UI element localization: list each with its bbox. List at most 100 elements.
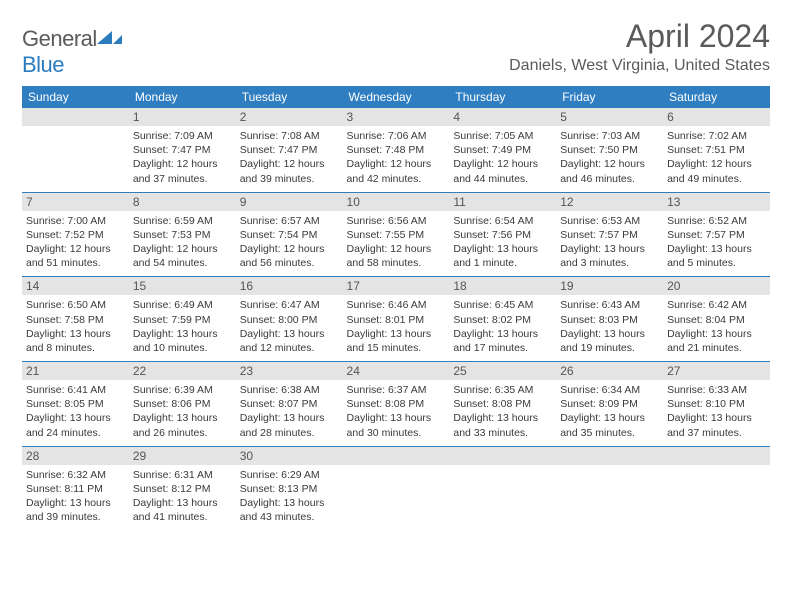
day-header: Wednesday [343, 86, 450, 108]
day-header: Sunday [22, 86, 129, 108]
date-number: 1 [129, 108, 236, 126]
date-number: 9 [236, 193, 343, 211]
sun-info: Sunrise: 7:05 AMSunset: 7:49 PMDaylight:… [453, 129, 552, 186]
day-cell: 26 Sunrise: 6:34 AMSunset: 8:09 PMDayligh… [556, 362, 663, 446]
day-cell: 6 Sunrise: 7:02 AMSunset: 7:51 PMDaylight… [663, 108, 770, 192]
date-number: 26 [556, 362, 663, 380]
logo: GeneralBlue [22, 26, 123, 78]
date-number: 18 [449, 277, 556, 295]
logo-mark-icon [97, 26, 123, 51]
sun-info: Sunrise: 6:52 AMSunset: 7:57 PMDaylight:… [667, 214, 766, 271]
date-number: 12 [556, 193, 663, 211]
date-number: 2 [236, 108, 343, 126]
sun-info: Sunrise: 6:37 AMSunset: 8:08 PMDaylight:… [347, 383, 446, 440]
day-cell [343, 447, 450, 531]
location: Daniels, West Virginia, United States [509, 57, 770, 75]
sun-info: Sunrise: 7:06 AMSunset: 7:48 PMDaylight:… [347, 129, 446, 186]
empty-date [556, 447, 663, 465]
week-row: 14Sunrise: 6:50 AMSunset: 7:58 PMDayligh… [22, 277, 770, 361]
day-cell: 19 Sunrise: 6:43 AMSunset: 8:03 PMDayligh… [556, 277, 663, 361]
day-cell: 21Sunrise: 6:41 AMSunset: 8:05 PMDayligh… [22, 362, 129, 446]
date-number: 28 [22, 447, 129, 465]
empty-date [343, 447, 450, 465]
day-cell: 25Sunrise: 6:35 AMSunset: 8:08 PMDayligh… [449, 362, 556, 446]
day-cell: 4 Sunrise: 7:05 AMSunset: 7:49 PMDaylight… [449, 108, 556, 192]
sun-info: Sunrise: 6:32 AMSunset: 8:11 PMDaylight:… [26, 468, 125, 525]
header: GeneralBlue April 2024 Daniels, West Vir… [22, 18, 770, 78]
date-number: 17 [343, 277, 450, 295]
sun-info: Sunrise: 7:09 AMSunset: 7:47 PMDaylight:… [133, 129, 232, 186]
week-row: 7Sunrise: 7:00 AMSunset: 7:52 PMDaylight… [22, 193, 770, 277]
day-cell: 12 Sunrise: 6:53 AMSunset: 7:57 PMDayligh… [556, 193, 663, 277]
day-cell: 9Sunrise: 6:57 AMSunset: 7:54 PMDaylight… [236, 193, 343, 277]
day-cell: 14Sunrise: 6:50 AMSunset: 7:58 PMDayligh… [22, 277, 129, 361]
day-cell: 18Sunrise: 6:45 AMSunset: 8:02 PMDayligh… [449, 277, 556, 361]
sun-info: Sunrise: 6:43 AMSunset: 8:03 PMDaylight:… [560, 298, 659, 355]
logo-text: GeneralBlue [22, 26, 123, 78]
logo-part1: General [22, 26, 97, 51]
date-number: 6 [663, 108, 770, 126]
day-cell: 11 Sunrise: 6:54 AMSunset: 7:56 PMDayligh… [449, 193, 556, 277]
sun-info: Sunrise: 7:00 AMSunset: 7:52 PMDaylight:… [26, 214, 125, 271]
sun-info: Sunrise: 6:38 AMSunset: 8:07 PMDaylight:… [240, 383, 339, 440]
date-number: 20 [663, 277, 770, 295]
day-cell: 1 Sunrise: 7:09 AMSunset: 7:47 PMDaylight… [129, 108, 236, 192]
sun-info: Sunrise: 6:46 AMSunset: 8:01 PMDaylight:… [347, 298, 446, 355]
day-cell: 2 Sunrise: 7:08 AMSunset: 7:47 PMDaylight… [236, 108, 343, 192]
sun-info: Sunrise: 6:39 AMSunset: 8:06 PMDaylight:… [133, 383, 232, 440]
sun-info: Sunrise: 6:47 AMSunset: 8:00 PMDaylight:… [240, 298, 339, 355]
date-number: 14 [22, 277, 129, 295]
date-number: 19 [556, 277, 663, 295]
day-cell: 20 Sunrise: 6:42 AMSunset: 8:04 PMDayligh… [663, 277, 770, 361]
sun-info: Sunrise: 6:31 AMSunset: 8:12 PMDaylight:… [133, 468, 232, 525]
sun-info: Sunrise: 7:03 AMSunset: 7:50 PMDaylight:… [560, 129, 659, 186]
day-cell: 13 Sunrise: 6:52 AMSunset: 7:57 PMDayligh… [663, 193, 770, 277]
sun-info: Sunrise: 6:53 AMSunset: 7:57 PMDaylight:… [560, 214, 659, 271]
day-cell: 5 Sunrise: 7:03 AMSunset: 7:50 PMDaylight… [556, 108, 663, 192]
date-number: 16 [236, 277, 343, 295]
day-cell: 17 Sunrise: 6:46 AMSunset: 8:01 PMDayligh… [343, 277, 450, 361]
sun-info: Sunrise: 6:34 AMSunset: 8:09 PMDaylight:… [560, 383, 659, 440]
month-title: April 2024 [509, 18, 770, 55]
day-header: Saturday [663, 86, 770, 108]
week-row: 1 Sunrise: 7:09 AMSunset: 7:47 PMDaylight… [22, 108, 770, 192]
week-row: 28 Sunrise: 6:32 AMSunset: 8:11 PMDayligh… [22, 447, 770, 531]
day-cell: 3Sunrise: 7:06 AMSunset: 7:48 PMDaylight… [343, 108, 450, 192]
empty-date [663, 447, 770, 465]
empty-date [22, 108, 129, 126]
day-cell [449, 447, 556, 531]
date-number: 22 [129, 362, 236, 380]
date-number: 10 [343, 193, 450, 211]
sun-info: Sunrise: 6:42 AMSunset: 8:04 PMDaylight:… [667, 298, 766, 355]
day-cell: 22 Sunrise: 6:39 AMSunset: 8:06 PMDayligh… [129, 362, 236, 446]
date-number: 23 [236, 362, 343, 380]
calendar-page: GeneralBlue April 2024 Daniels, West Vir… [0, 0, 792, 530]
sun-info: Sunrise: 6:29 AMSunset: 8:13 PMDaylight:… [240, 468, 339, 525]
date-number: 5 [556, 108, 663, 126]
empty-date [449, 447, 556, 465]
sun-info: Sunrise: 7:02 AMSunset: 7:51 PMDaylight:… [667, 129, 766, 186]
sun-info: Sunrise: 6:54 AMSunset: 7:56 PMDaylight:… [453, 214, 552, 271]
day-cell: 15Sunrise: 6:49 AMSunset: 7:59 PMDayligh… [129, 277, 236, 361]
date-number: 25 [449, 362, 556, 380]
day-cell: 28 Sunrise: 6:32 AMSunset: 8:11 PMDayligh… [22, 447, 129, 531]
day-header-row: Sunday Monday Tuesday Wednesday Thursday… [22, 86, 770, 108]
day-cell: 10 Sunrise: 6:56 AMSunset: 7:55 PMDayligh… [343, 193, 450, 277]
day-header: Tuesday [236, 86, 343, 108]
sun-info: Sunrise: 6:59 AMSunset: 7:53 PMDaylight:… [133, 214, 232, 271]
calendar-body: 1 Sunrise: 7:09 AMSunset: 7:47 PMDaylight… [22, 108, 770, 530]
sun-info: Sunrise: 7:08 AMSunset: 7:47 PMDaylight:… [240, 129, 339, 186]
sun-info: Sunrise: 6:56 AMSunset: 7:55 PMDaylight:… [347, 214, 446, 271]
title-block: April 2024 Daniels, West Virginia, Unite… [509, 18, 770, 75]
day-header: Thursday [449, 86, 556, 108]
date-number: 15 [129, 277, 236, 295]
date-number: 4 [449, 108, 556, 126]
day-cell: 29 Sunrise: 6:31 AMSunset: 8:12 PMDayligh… [129, 447, 236, 531]
calendar-table: Sunday Monday Tuesday Wednesday Thursday… [22, 86, 770, 530]
date-number: 13 [663, 193, 770, 211]
date-number: 8 [129, 193, 236, 211]
date-number: 29 [129, 447, 236, 465]
day-cell: 16 Sunrise: 6:47 AMSunset: 8:00 PMDayligh… [236, 277, 343, 361]
sun-info: Sunrise: 6:41 AMSunset: 8:05 PMDaylight:… [26, 383, 125, 440]
date-number: 11 [449, 193, 556, 211]
